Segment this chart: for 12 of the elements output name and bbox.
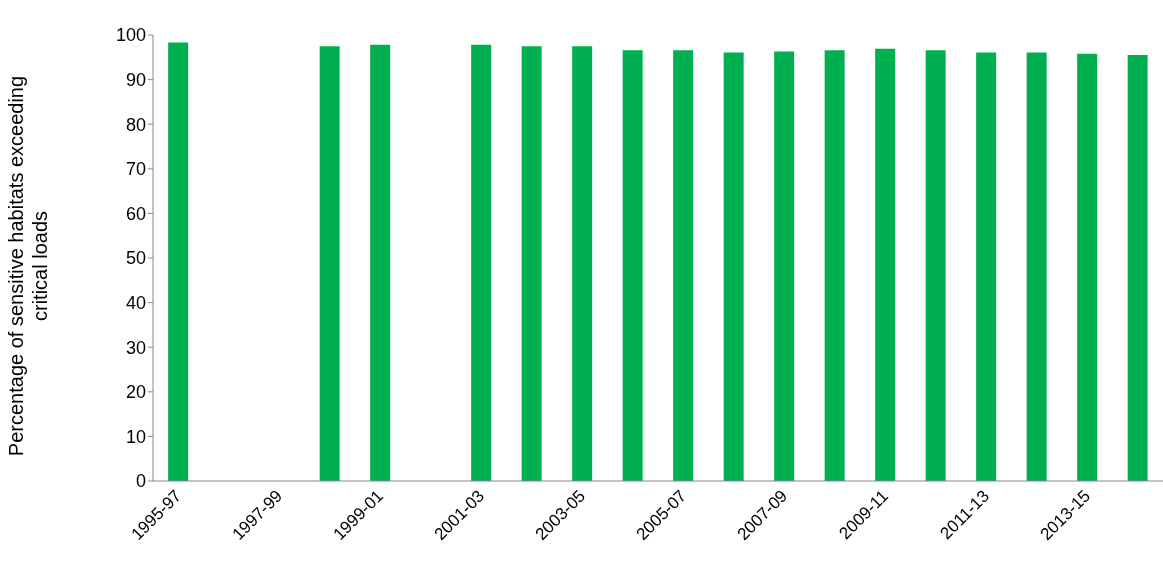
y-tick-label: 30 <box>125 337 146 358</box>
y-tick-label: 90 <box>125 69 146 90</box>
y-tick-label: 20 <box>125 382 146 403</box>
y-tick-label: 0 <box>135 471 146 492</box>
y-tick-label: 80 <box>125 114 146 135</box>
y-tick-label: 10 <box>125 426 146 447</box>
y-tick-label: 100 <box>115 25 146 46</box>
y-tick-label: 70 <box>125 159 146 180</box>
y-axis-title: Percentage of sensitive habitats exceeding critical loads <box>4 74 52 459</box>
y-tick-label: 50 <box>125 248 146 269</box>
y-tick-label: 60 <box>125 203 146 224</box>
y-tick-label: 40 <box>125 292 146 313</box>
